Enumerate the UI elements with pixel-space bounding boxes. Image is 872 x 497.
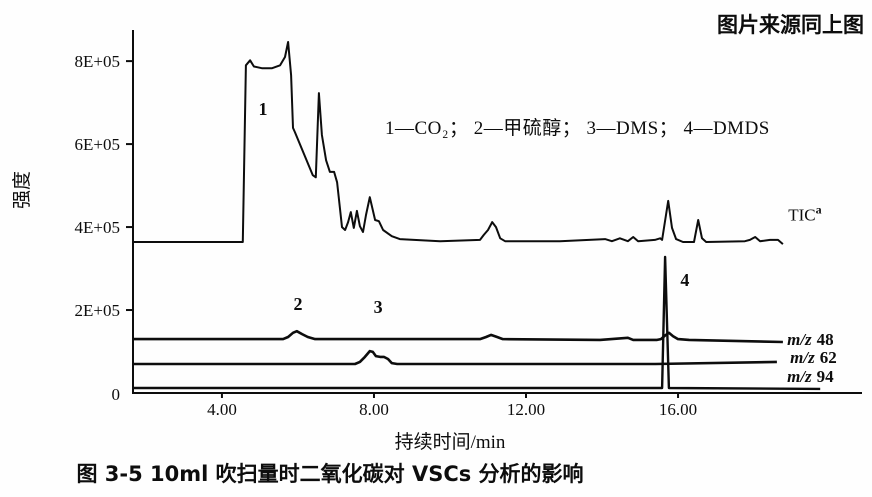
y-tick-label: 4E+05 — [75, 218, 120, 237]
x-tick-label: 16.00 — [659, 400, 697, 419]
x-tick-label: 12.00 — [507, 400, 545, 419]
trace-label-m-z-94: m/z 94 — [787, 367, 834, 386]
trace-label-m-z-62: m/z 62 — [790, 348, 837, 367]
peak-number-labels: 1 2 3 4 — [258, 99, 689, 317]
trace-m-z-94 — [133, 255, 821, 391]
figure-caption: 图 3-5 10ml 吹扫量时二氧化碳对 VSCs 分析的影响 — [76, 462, 583, 486]
trace-TIC — [133, 41, 784, 245]
trace-labels: TICa m/z 48m/z 62m/z 94 — [787, 203, 837, 386]
trace-m-z-62 — [133, 349, 777, 366]
x-axis-title: 持续时间/min — [395, 431, 506, 453]
y-tick-label: 8E+05 — [75, 52, 120, 71]
y-axis-ticks: 8E+05 6E+05 4E+05 2E+05 0 — [75, 52, 133, 404]
y-tick-label: 2E+05 — [75, 301, 120, 320]
x-tick-label: 8.00 — [359, 400, 389, 419]
chromatogram-traces — [133, 41, 821, 391]
source-note: 图片来源同上图 — [717, 13, 864, 37]
trace-label-TIC: TICa — [788, 203, 821, 225]
y-tick-label: 6E+05 — [75, 135, 120, 154]
x-tick-label: 4.00 — [207, 400, 237, 419]
trace-m-z-48 — [133, 329, 783, 344]
peak-label-1: 1 — [258, 99, 267, 119]
peak-label-3: 3 — [374, 297, 383, 317]
peak-label-4: 4 — [680, 270, 689, 290]
x-axis-ticks: 4.00 8.00 12.00 16.00 — [207, 393, 697, 419]
trace-label-m-z-48: m/z 48 — [787, 330, 834, 349]
peak-legend: 1—CO₂； 2—甲硫醇； 3—DMS； 4—DMDS — [385, 117, 770, 139]
y-tick-label: 0 — [112, 385, 121, 404]
axes — [132, 30, 862, 394]
peak-label-2: 2 — [293, 294, 302, 314]
y-axis-title: 强度 — [11, 171, 33, 209]
